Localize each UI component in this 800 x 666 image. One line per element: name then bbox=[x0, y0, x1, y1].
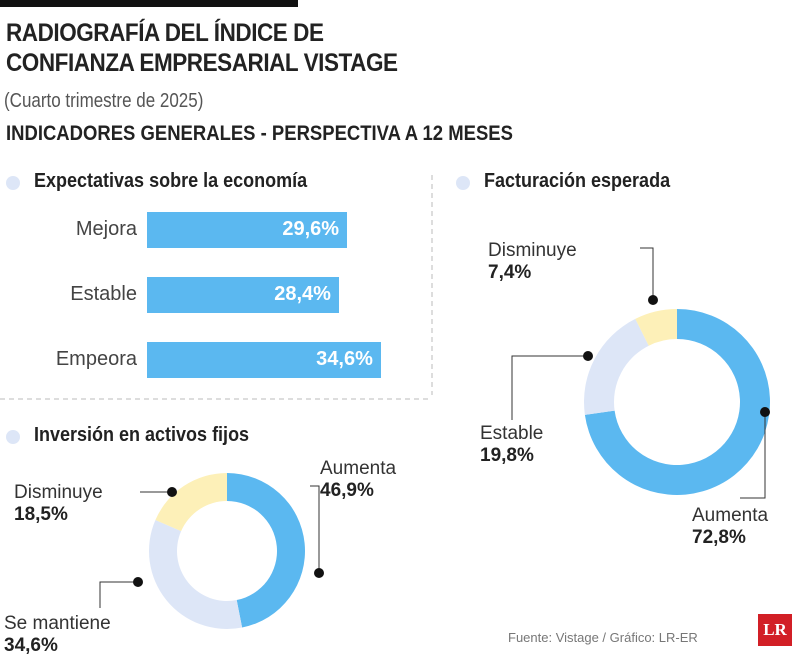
bar-value-label: 28,4% bbox=[274, 283, 331, 305]
economy-title: Expectativas sobre la economía bbox=[34, 170, 308, 192]
callout-dot bbox=[133, 577, 143, 587]
bar-category-label: Empeora bbox=[55, 348, 137, 370]
bar: 29,6% bbox=[147, 212, 348, 248]
bullet-icon bbox=[6, 430, 20, 444]
callout-dot bbox=[760, 407, 770, 417]
title: RADIOGRAFÍA DEL ÍNDICE DE CONFIANZA EMPR… bbox=[6, 18, 398, 78]
bar-category-label: Mejora bbox=[75, 218, 137, 240]
investment-label-aumenta: Aumenta 46,9% bbox=[320, 458, 397, 501]
title-line-2: CONFIANZA EMPRESARIAL VISTAGE bbox=[6, 49, 398, 77]
bar-value-label: 34,6% bbox=[316, 348, 373, 370]
callout-line bbox=[511, 355, 588, 420]
bullet-icon bbox=[456, 176, 470, 190]
callout-dot bbox=[314, 568, 324, 578]
lr-logo: LR bbox=[758, 614, 792, 646]
investment-title: Inversión en activos fijos bbox=[34, 424, 250, 446]
title-line-1: RADIOGRAFÍA DEL ÍNDICE DE bbox=[6, 19, 324, 47]
callout-line bbox=[740, 412, 766, 499]
callout-line bbox=[310, 485, 320, 573]
callout-dot bbox=[648, 295, 658, 305]
billing-label-aumenta: Aumenta 72,8% bbox=[692, 505, 769, 548]
subtitle: (Cuarto trimestre de 2025) bbox=[4, 90, 204, 112]
bullet-icon bbox=[6, 176, 20, 190]
callout-dot bbox=[167, 487, 177, 497]
bar: 34,6% bbox=[147, 342, 381, 378]
billing-label-disminuye: Disminuye 7,4% bbox=[488, 240, 577, 283]
source-note: Fuente: Vistage / Gráfico: LR-ER bbox=[508, 630, 698, 645]
callout-line bbox=[640, 247, 654, 300]
billing-slice-estable bbox=[584, 318, 649, 415]
callout-dot bbox=[583, 351, 593, 361]
billing-label-estable: Estable 19,8% bbox=[480, 423, 544, 466]
top-bar bbox=[0, 0, 298, 7]
investment-slice-disminuye bbox=[155, 473, 227, 532]
bar-category-label: Estable bbox=[70, 283, 137, 305]
callout-line bbox=[99, 581, 138, 608]
section-title: INDICADORES GENERALES - PERSPECTIVA A 12… bbox=[6, 122, 513, 145]
investment-label-disminuye: Disminuye 18,5% bbox=[14, 482, 103, 525]
investment-slice-se-mantiene bbox=[148, 520, 243, 630]
bar-value-label: 29,6% bbox=[282, 218, 340, 240]
investment-slice-aumenta bbox=[227, 473, 306, 628]
billing-slice-disminuye bbox=[635, 309, 677, 346]
billing-slice-aumenta bbox=[584, 309, 770, 495]
investment-label-se-mantiene: Se mantiene 34,6% bbox=[4, 613, 111, 656]
bar: 28,4% bbox=[147, 277, 339, 313]
billing-title: Facturación esperada bbox=[484, 170, 671, 192]
